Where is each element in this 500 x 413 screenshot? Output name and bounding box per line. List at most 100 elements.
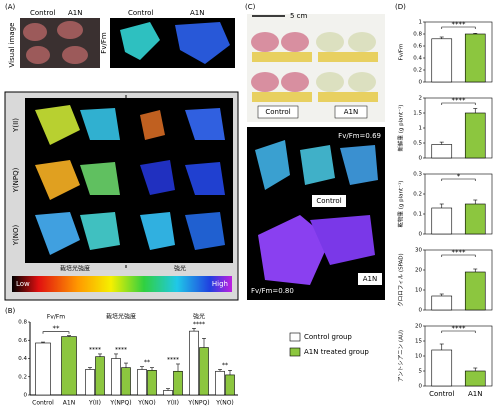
y-tick-label: 1 (419, 20, 423, 26)
bar (163, 390, 173, 396)
y-tick-label: 0.5 (413, 141, 422, 147)
x-tick-label: Y(NPQ) (109, 400, 131, 407)
fv-label: Fv/Fm=0.69 (338, 132, 381, 140)
y-tick-label: 0.2 (18, 374, 27, 380)
bar (431, 38, 453, 83)
image-label: Control (128, 9, 153, 17)
y-tick-label: 0.3 (413, 172, 422, 178)
fluor-label: A1N (363, 275, 377, 283)
bar (464, 271, 486, 311)
y-tick-label: 2 (419, 96, 423, 102)
row-label: Y(II) (12, 118, 20, 133)
significance: * (457, 173, 461, 181)
bar (431, 295, 453, 311)
bar (431, 207, 453, 235)
y-axis-label: 乾物重 (g plant⁻¹) (397, 181, 405, 228)
scale-label: 5 cm (290, 12, 308, 20)
colorbar-label: Low (16, 280, 30, 288)
y-tick-label: 10 (415, 354, 422, 360)
bar (464, 203, 486, 235)
bar (137, 369, 147, 396)
plot-frame (424, 249, 493, 311)
legend-label: Control group (304, 333, 352, 341)
significance: ** (144, 359, 150, 366)
y-axis-label: Fv/Fm (399, 44, 405, 61)
y-tick-label: 20 (415, 324, 422, 330)
y-tick-label: 0 (419, 308, 423, 314)
x-tick-label: Y(NO) (215, 400, 234, 407)
y-tick-label: 0 (419, 80, 423, 86)
x-tick-label: Y(NO) (137, 400, 156, 407)
row-label: Y(NPQ) (12, 167, 20, 193)
significance: **** (452, 325, 467, 333)
x-tick-label: Control (32, 400, 54, 407)
leaf (175, 22, 230, 64)
y-tick-label: 0 (24, 393, 28, 399)
fv-label: Fv/Fm=0.80 (251, 287, 294, 295)
bar (464, 33, 486, 83)
x-tick-label: A1N (468, 390, 482, 398)
legend-swatch (289, 332, 301, 342)
y-tick-label: 0.4 (413, 56, 422, 62)
group-title: Fv/Fm (47, 314, 65, 321)
y-tick-label: 5 (419, 369, 423, 375)
row-label: Y(NO) (12, 224, 20, 246)
bar (61, 336, 77, 396)
y-tick-label: 0 (419, 384, 423, 390)
bar (85, 369, 95, 396)
y-axis-label: 新鮮重 (g plant⁻¹) (397, 105, 405, 152)
y-tick-label: 1 (419, 126, 423, 132)
bar (35, 342, 51, 396)
photo-label: Control (265, 108, 290, 116)
significance-bracket (441, 254, 476, 257)
y-tick-label: 0.6 (413, 44, 422, 50)
label-box (358, 273, 382, 285)
significance: **** (452, 21, 467, 29)
significance-bracket (441, 102, 476, 105)
significance: **** (115, 346, 127, 353)
panel-label: (C) (245, 3, 256, 11)
y-tick-label: 0.2 (413, 68, 422, 74)
colorbar (12, 276, 232, 292)
column-label: 強光 (174, 265, 186, 273)
plot-frame (424, 21, 493, 83)
significance-bracket (441, 330, 476, 333)
bar (215, 370, 225, 396)
group-title: 栽培光強度 (106, 313, 136, 321)
bar (225, 374, 235, 396)
bar (111, 358, 121, 396)
label-box (257, 105, 299, 119)
image-label: A1N (68, 9, 82, 17)
significance-bracket (441, 26, 476, 29)
label-box (312, 195, 346, 207)
leaves (35, 105, 225, 255)
y-tick-label: 30 (415, 248, 422, 254)
leaf (120, 22, 160, 60)
label-box (334, 105, 368, 119)
legend-swatch (289, 347, 301, 357)
panel-label: (D) (395, 3, 406, 11)
significance: **** (452, 249, 467, 257)
column-label: 栽培光強度 (60, 265, 90, 273)
leaves (255, 140, 378, 285)
plot-frame (424, 173, 493, 235)
significance: **** (167, 356, 179, 363)
y-tick-label: 1.5 (413, 111, 422, 117)
row-label: Fv/Fm (100, 32, 108, 54)
y-axis-label: アントシアニン (AU) (398, 330, 405, 382)
group-title: 強光 (193, 313, 205, 321)
plants (251, 32, 378, 102)
row-label: Visual image (8, 23, 16, 68)
y-tick-label: 15 (415, 339, 422, 345)
panel-label: (A) (5, 3, 16, 11)
y-tick-label: 10 (415, 288, 422, 294)
bar (121, 367, 131, 396)
bar (464, 112, 486, 159)
significance: ** (222, 362, 228, 369)
x-tick-label: Y(II) (88, 400, 101, 407)
legend-label: A1N treated group (304, 348, 369, 356)
significance: **** (89, 346, 101, 353)
bar (431, 144, 453, 159)
y-tick-label: 0.6 (18, 338, 27, 344)
